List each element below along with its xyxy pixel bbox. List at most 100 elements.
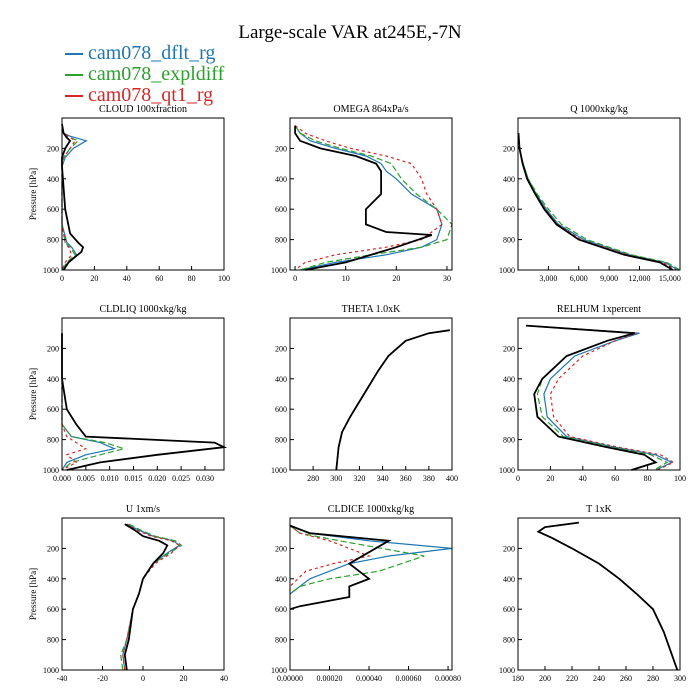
y-tick-label: 400	[503, 175, 515, 184]
x-tick-label: 0.020	[148, 474, 166, 483]
series-line-2	[526, 325, 669, 471]
y-tick-label: 1000	[499, 266, 515, 275]
x-tick-label: 0	[516, 474, 520, 483]
series-line-1	[526, 325, 674, 471]
y-tick-label: 1000	[271, 466, 287, 475]
y-tick-label: 600	[47, 205, 59, 214]
y-tick-label: 600	[503, 605, 515, 614]
series-line-4	[61, 123, 85, 271]
series-line-4	[294, 125, 433, 271]
y-tick-label: 600	[275, 605, 287, 614]
plot-frame	[61, 317, 225, 471]
y-tick-label: 800	[275, 636, 287, 645]
y-tick-label: 600	[503, 405, 515, 414]
panel-title: U 1xm/s	[126, 504, 160, 515]
series-line-2	[120, 523, 183, 671]
y-tick-label: 200	[47, 544, 59, 553]
legend-label-dflt: cam078_dflt_rg	[88, 42, 216, 64]
y-tick-label: 600	[47, 605, 59, 614]
legend-swatch-expldiff	[65, 74, 83, 77]
y-axis-label: Pressure [hPa]	[28, 368, 38, 420]
x-tick-label: 280	[307, 474, 319, 483]
panel-title: CLDICE 1000xkg/kg	[328, 504, 414, 515]
x-tick-label: 0.00080	[435, 674, 461, 683]
series-line-3	[289, 525, 372, 594]
legend-entry-expldiff: cam078_expldiff	[65, 64, 224, 85]
x-tick-label: 30	[443, 274, 451, 283]
x-tick-label: 0.00060	[396, 674, 422, 683]
x-tick-label: 200	[539, 674, 551, 683]
series-line-4	[289, 524, 392, 611]
y-tick-label: 600	[503, 205, 515, 214]
panel-title: Q 1000xkg/kg	[570, 104, 628, 115]
y-tick-label: 800	[503, 236, 515, 245]
y-tick-label: 1000	[499, 466, 515, 475]
y-tick-label: 600	[275, 205, 287, 214]
x-tick-label: 60	[155, 274, 163, 283]
y-tick-label: 800	[47, 636, 59, 645]
y-tick-label: 200	[503, 344, 515, 353]
x-tick-label: 80	[644, 474, 652, 483]
series-line-4	[123, 523, 169, 671]
y-tick-label: 200	[275, 144, 287, 153]
panel-title: RELHUM 1xpercent	[557, 304, 641, 315]
x-tick-label: 320	[353, 474, 365, 483]
y-tick-label: 800	[47, 436, 59, 445]
x-tick-label: 220	[566, 674, 578, 683]
x-tick-label: 6,000	[570, 274, 588, 283]
y-tick-label: 400	[47, 575, 59, 584]
y-tick-label: 1000	[43, 666, 59, 675]
x-tick-label: 80	[188, 274, 196, 283]
panel-title: THETA 1.0xK	[342, 304, 401, 315]
y-tick-label: 200	[275, 544, 287, 553]
legend-entry-qt1: cam078_qt1_rg	[65, 85, 224, 106]
y-tick-label: 800	[47, 236, 59, 245]
y-tick-label: 200	[503, 544, 515, 553]
plot-frame	[61, 517, 225, 671]
x-tick-label: 10	[342, 274, 350, 283]
x-tick-label: 300	[330, 474, 342, 483]
x-tick-label: 340	[377, 474, 389, 483]
plot-frame	[289, 317, 453, 471]
series-line-2	[61, 123, 80, 271]
x-tick-label: 0.010	[101, 474, 119, 483]
plot-frame	[517, 517, 681, 671]
x-tick-label: 0.000	[53, 474, 71, 483]
y-tick-label: 200	[47, 144, 59, 153]
series-line-1	[61, 333, 117, 471]
legend-swatch-dflt	[65, 53, 83, 56]
y-tick-label: 1000	[43, 266, 59, 275]
y-tick-label: 1000	[499, 666, 515, 675]
legend-label-qt1: cam078_qt1_rg	[88, 84, 214, 106]
legend-entry-dflt: cam078_dflt_rg	[65, 43, 224, 64]
plot-frame	[289, 517, 453, 671]
y-tick-label: 400	[503, 575, 515, 584]
y-tick-label: 600	[47, 405, 59, 414]
y-tick-label: 1000	[271, 266, 287, 275]
panel-title: CLOUD 100xfraction	[99, 104, 187, 115]
y-axis-label: Pressure [hPa]	[28, 568, 38, 620]
x-tick-label: 40	[220, 674, 228, 683]
panel-5: THETA 1.0xK 200 400 600 800 1000 280 300 320 340 3…	[271, 304, 458, 483]
x-tick-label: 20	[180, 674, 188, 683]
series-line-4	[61, 333, 228, 471]
x-tick-label: 100	[674, 474, 686, 483]
x-tick-label: 360	[400, 474, 412, 483]
x-tick-label: 240	[593, 674, 605, 683]
plot-frame	[289, 117, 453, 271]
series-line-3	[537, 522, 678, 671]
panel-title: T 1xK	[586, 504, 612, 515]
y-tick-label: 400	[47, 175, 59, 184]
series-line-2	[517, 133, 681, 271]
y-tick-label: 400	[47, 375, 59, 384]
x-tick-label: 20	[90, 274, 98, 283]
x-tick-label: 60	[611, 474, 619, 483]
x-tick-label: 0.00000	[277, 674, 303, 683]
y-tick-label: 200	[47, 344, 59, 353]
panel-7: U 1xm/s 200 400 600 800 1000-40 -20 0 20 40 Pressu…	[28, 504, 228, 683]
series-line-2	[537, 522, 678, 671]
x-tick-label: -40	[57, 674, 68, 683]
